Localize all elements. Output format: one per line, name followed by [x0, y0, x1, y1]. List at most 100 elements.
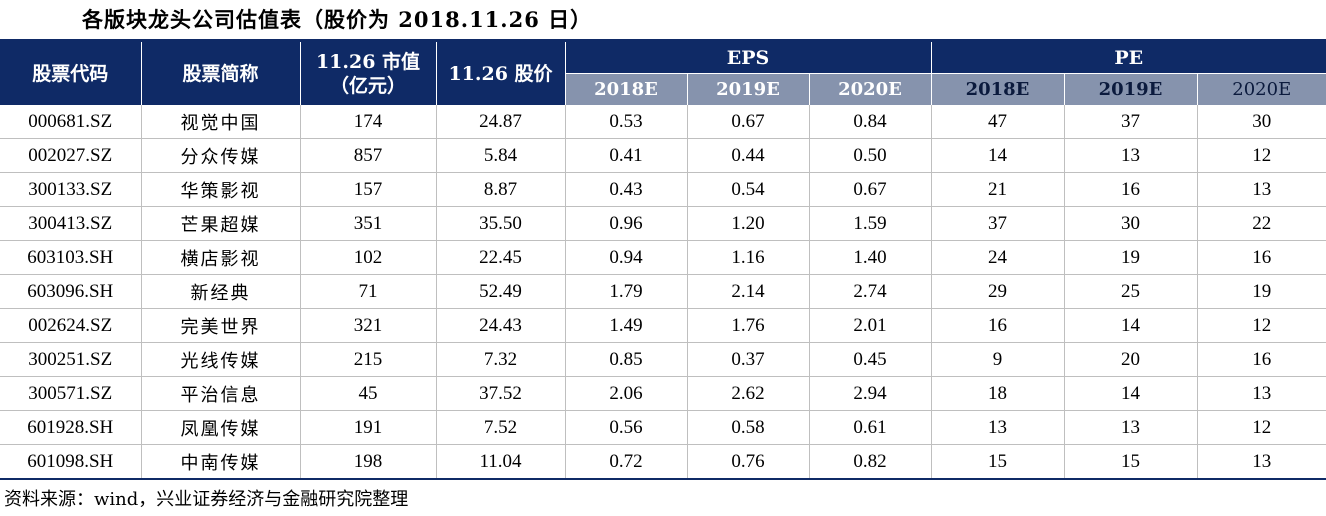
- table-row: 603096.SH 新经典 71 52.49 1.79 2.14 2.74 29…: [0, 274, 1326, 309]
- cell-code: 300251.SZ: [0, 342, 142, 377]
- cell-eps-2018e: 1.49: [565, 308, 688, 343]
- cell-market-cap: 351: [300, 206, 437, 241]
- cell-eps-2019e: 0.44: [687, 138, 810, 173]
- cell-market-cap: 321: [300, 308, 437, 343]
- cell-code: 300133.SZ: [0, 172, 142, 207]
- header-pe-2020e: 2020E: [1197, 73, 1326, 105]
- cell-market-cap: 191: [300, 410, 437, 445]
- table-title: 各版块龙头公司估值表（股价为 2018.11.26 日）: [82, 7, 593, 32]
- cell-eps-2019e: 1.76: [687, 308, 810, 343]
- cell-eps-2018e: 2.06: [565, 376, 688, 411]
- cell-market-cap: 198: [300, 444, 437, 480]
- cell-pe-2020e: 12: [1197, 410, 1326, 445]
- cell-pe-2020e: 13: [1197, 444, 1326, 480]
- table-row: 000681.SZ 视觉中国 174 24.87 0.53 0.67 0.84 …: [0, 105, 1326, 139]
- cell-eps-2020e: 2.01: [809, 308, 932, 343]
- cell-code: 601098.SH: [0, 444, 142, 480]
- cell-eps-2019e: 0.67: [687, 105, 810, 139]
- header-market-cap-line1: 11.26 市值: [315, 50, 421, 73]
- cell-code: 601928.SH: [0, 410, 142, 445]
- cell-price: 5.84: [436, 138, 566, 173]
- cell-price: 8.87: [436, 172, 566, 207]
- cell-pe-2020e: 13: [1197, 376, 1326, 411]
- cell-code: 603096.SH: [0, 274, 142, 309]
- cell-pe-2018e: 13: [931, 410, 1065, 445]
- cell-eps-2019e: 1.16: [687, 240, 810, 275]
- cell-eps-2020e: 0.50: [809, 138, 932, 173]
- header-stock-code: 股票代码: [0, 40, 142, 105]
- cell-name: 凤凰传媒: [141, 410, 301, 445]
- cell-pe-2018e: 18: [931, 376, 1065, 411]
- header-eps: EPS: [565, 40, 932, 74]
- cell-pe-2020e: 12: [1197, 308, 1326, 343]
- cell-market-cap: 857: [300, 138, 437, 173]
- cell-pe-2020e: 16: [1197, 342, 1326, 377]
- cell-pe-2018e: 29: [931, 274, 1065, 309]
- cell-eps-2019e: 2.62: [687, 376, 810, 411]
- cell-price: 24.87: [436, 105, 566, 139]
- cell-price: 11.04: [436, 444, 566, 480]
- cell-pe-2018e: 16: [931, 308, 1065, 343]
- cell-eps-2018e: 0.41: [565, 138, 688, 173]
- cell-pe-2020e: 19: [1197, 274, 1326, 309]
- cell-eps-2018e: 0.96: [565, 206, 688, 241]
- cell-price: 37.52: [436, 376, 566, 411]
- cell-eps-2019e: 0.58: [687, 410, 810, 445]
- cell-pe-2020e: 22: [1197, 206, 1326, 241]
- table-row: 601928.SH 凤凰传媒 191 7.52 0.56 0.58 0.61 1…: [0, 410, 1326, 445]
- cell-eps-2019e: 0.37: [687, 342, 810, 377]
- cell-market-cap: 215: [300, 342, 437, 377]
- header-pe-2018e: 2018E: [931, 73, 1065, 105]
- cell-pe-2019e: 20: [1064, 342, 1198, 377]
- cell-pe-2019e: 13: [1064, 410, 1198, 445]
- cell-pe-2019e: 16: [1064, 172, 1198, 207]
- cell-pe-2019e: 19: [1064, 240, 1198, 275]
- cell-eps-2018e: 0.94: [565, 240, 688, 275]
- table-row: 601098.SH 中南传媒 198 11.04 0.72 0.76 0.82 …: [0, 444, 1326, 480]
- header-eps-2018e: 2018E: [565, 73, 688, 105]
- cell-pe-2019e: 15: [1064, 444, 1198, 480]
- cell-price: 52.49: [436, 274, 566, 309]
- cell-eps-2019e: 1.20: [687, 206, 810, 241]
- header-market-cap: 11.26 市值 （亿元）: [300, 40, 437, 105]
- header-eps-2020e: 2020E: [809, 73, 932, 105]
- cell-price: 7.52: [436, 410, 566, 445]
- cell-pe-2018e: 9: [931, 342, 1065, 377]
- cell-pe-2019e: 30: [1064, 206, 1198, 241]
- cell-market-cap: 174: [300, 105, 437, 139]
- cell-pe-2019e: 13: [1064, 138, 1198, 173]
- cell-market-cap: 157: [300, 172, 437, 207]
- cell-market-cap: 102: [300, 240, 437, 275]
- cell-pe-2018e: 21: [931, 172, 1065, 207]
- table-row: 300413.SZ 芒果超媒 351 35.50 0.96 1.20 1.59 …: [0, 206, 1326, 241]
- cell-pe-2019e: 37: [1064, 105, 1198, 139]
- cell-name: 新经典: [141, 274, 301, 309]
- cell-name: 平治信息: [141, 376, 301, 411]
- cell-market-cap: 71: [300, 274, 437, 309]
- cell-price: 24.43: [436, 308, 566, 343]
- cell-eps-2020e: 0.45: [809, 342, 932, 377]
- cell-eps-2019e: 0.54: [687, 172, 810, 207]
- cell-pe-2020e: 30: [1197, 105, 1326, 139]
- cell-code: 002027.SZ: [0, 138, 142, 173]
- cell-pe-2020e: 16: [1197, 240, 1326, 275]
- cell-price: 22.45: [436, 240, 566, 275]
- cell-eps-2019e: 2.14: [687, 274, 810, 309]
- table-row: 300251.SZ 光线传媒 215 7.32 0.85 0.37 0.45 9…: [0, 342, 1326, 377]
- cell-name: 光线传媒: [141, 342, 301, 377]
- valuation-table: 股票代码 股票简称 11.26 市值 （亿元） 11.26 股价 EPS PE …: [0, 39, 1326, 480]
- cell-pe-2018e: 47: [931, 105, 1065, 139]
- table-row: 603103.SH 横店影视 102 22.45 0.94 1.16 1.40 …: [0, 240, 1326, 275]
- cell-eps-2020e: 1.40: [809, 240, 932, 275]
- cell-code: 000681.SZ: [0, 105, 142, 139]
- cell-eps-2020e: 0.61: [809, 410, 932, 445]
- header-pe-2019e: 2019E: [1064, 73, 1198, 105]
- cell-eps-2020e: 2.74: [809, 274, 932, 309]
- cell-code: 002624.SZ: [0, 308, 142, 343]
- cell-eps-2018e: 1.79: [565, 274, 688, 309]
- cell-name: 完美世界: [141, 308, 301, 343]
- table-row: 300133.SZ 华策影视 157 8.87 0.43 0.54 0.67 2…: [0, 172, 1326, 207]
- cell-eps-2020e: 0.67: [809, 172, 932, 207]
- cell-name: 横店影视: [141, 240, 301, 275]
- cell-eps-2018e: 0.53: [565, 105, 688, 139]
